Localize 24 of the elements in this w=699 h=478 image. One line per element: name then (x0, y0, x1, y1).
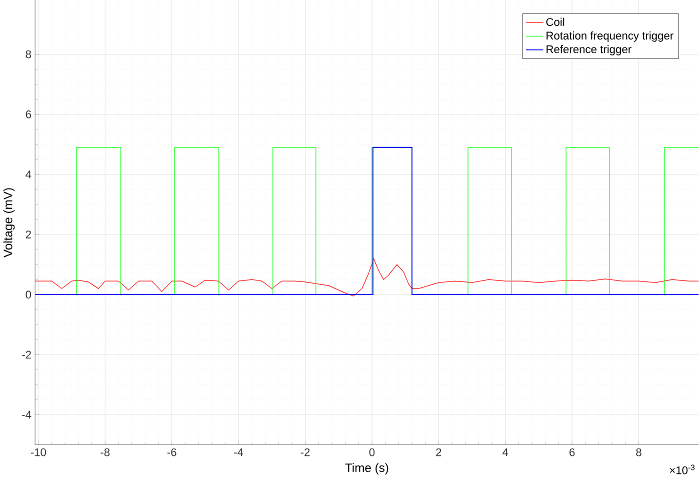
y-tick-label: 8 (26, 50, 32, 58)
y-tick-label: 0 (26, 290, 32, 299)
x-axis-title: Time (s) (345, 463, 388, 475)
y-tick-label: 2 (26, 230, 31, 238)
x-tick-label: 8 (636, 448, 642, 456)
x-tick-label: 2 (436, 448, 442, 456)
y-axis-title: Voltage (mV) (3, 188, 15, 258)
legend-label: Coil (546, 18, 564, 26)
y-tick-label: 4 (26, 170, 32, 178)
x-tick-label: -6 (167, 448, 176, 456)
x-tick-label: -8 (100, 448, 110, 456)
x-tick-label: 4 (502, 448, 508, 456)
y-tick-label: -2 (22, 350, 31, 359)
x-tick-label: -2 (300, 448, 310, 456)
legend-label: Rotation frequency trigger (546, 31, 674, 42)
line-series (35, 258, 699, 296)
x-tick-label: 6 (570, 448, 575, 456)
y-tick-label: 6 (26, 110, 32, 118)
x-tick-label: -10 (30, 448, 46, 456)
x-tick-label: 0 (369, 448, 375, 456)
legend-label: Reference trigger (546, 45, 632, 56)
x-tick-label: -4 (234, 448, 244, 456)
text: ×10$^{-3}$ (670, 464, 695, 474)
y-tick-label: -4 (22, 411, 32, 419)
